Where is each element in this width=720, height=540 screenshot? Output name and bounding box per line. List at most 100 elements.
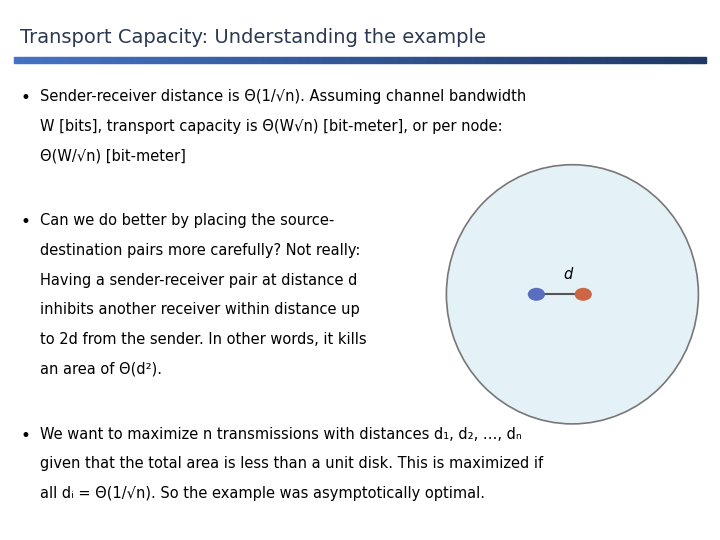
Bar bbox=[210, 57, 212, 63]
Bar bbox=[238, 57, 240, 63]
Bar bbox=[270, 57, 272, 63]
Bar bbox=[79, 57, 81, 63]
Bar bbox=[153, 57, 155, 63]
Bar bbox=[91, 57, 93, 63]
Bar bbox=[425, 57, 427, 63]
Bar bbox=[634, 57, 636, 63]
Bar bbox=[480, 57, 482, 63]
Bar bbox=[143, 57, 145, 63]
Bar bbox=[139, 57, 141, 63]
Bar bbox=[685, 57, 687, 63]
Bar bbox=[333, 57, 335, 63]
Bar bbox=[95, 57, 97, 63]
Bar bbox=[641, 57, 644, 63]
Bar bbox=[307, 57, 310, 63]
Bar bbox=[703, 57, 706, 63]
Bar bbox=[47, 57, 49, 63]
Bar bbox=[254, 57, 256, 63]
Bar bbox=[636, 57, 639, 63]
Bar bbox=[243, 57, 245, 63]
Bar bbox=[295, 57, 298, 63]
Bar bbox=[321, 57, 323, 63]
Bar bbox=[678, 57, 680, 63]
Bar bbox=[510, 57, 512, 63]
Bar bbox=[694, 57, 696, 63]
Bar bbox=[546, 57, 549, 63]
Bar bbox=[669, 57, 671, 63]
Bar bbox=[194, 57, 197, 63]
Bar bbox=[339, 57, 341, 63]
Bar bbox=[379, 57, 381, 63]
Bar bbox=[500, 57, 503, 63]
Bar bbox=[291, 57, 293, 63]
Bar bbox=[410, 57, 413, 63]
Bar bbox=[528, 57, 531, 63]
Bar bbox=[30, 57, 33, 63]
Bar bbox=[514, 57, 517, 63]
Bar bbox=[229, 57, 231, 63]
Bar bbox=[287, 57, 289, 63]
Bar bbox=[222, 57, 224, 63]
Bar bbox=[93, 57, 95, 63]
Bar bbox=[235, 57, 238, 63]
Bar bbox=[441, 57, 443, 63]
Bar bbox=[245, 57, 247, 63]
Bar bbox=[544, 57, 546, 63]
Bar bbox=[602, 57, 604, 63]
Bar bbox=[104, 57, 107, 63]
Bar bbox=[312, 57, 314, 63]
Text: Sender-receiver distance is Θ(1/√n). Assuming channel bandwidth: Sender-receiver distance is Θ(1/√n). Ass… bbox=[40, 89, 526, 104]
Bar bbox=[590, 57, 593, 63]
Bar bbox=[289, 57, 291, 63]
Bar bbox=[627, 57, 629, 63]
Bar bbox=[148, 57, 150, 63]
Bar bbox=[487, 57, 489, 63]
Bar bbox=[392, 57, 395, 63]
Bar bbox=[570, 57, 572, 63]
Bar bbox=[683, 57, 685, 63]
Bar bbox=[160, 57, 162, 63]
Bar bbox=[616, 57, 618, 63]
Bar bbox=[648, 57, 650, 63]
Bar bbox=[323, 57, 325, 63]
Bar bbox=[305, 57, 307, 63]
Bar bbox=[422, 57, 425, 63]
Bar bbox=[606, 57, 609, 63]
Bar bbox=[111, 57, 114, 63]
Bar bbox=[284, 57, 287, 63]
Bar bbox=[240, 57, 243, 63]
Bar bbox=[496, 57, 498, 63]
Bar bbox=[275, 57, 277, 63]
Bar bbox=[572, 57, 575, 63]
Bar bbox=[120, 57, 122, 63]
Bar bbox=[118, 57, 120, 63]
Bar bbox=[58, 57, 60, 63]
Bar bbox=[252, 57, 254, 63]
Bar bbox=[337, 57, 339, 63]
Bar bbox=[224, 57, 226, 63]
Bar bbox=[127, 57, 130, 63]
Bar bbox=[690, 57, 692, 63]
Bar bbox=[14, 57, 17, 63]
Bar bbox=[429, 57, 431, 63]
Bar bbox=[459, 57, 462, 63]
Bar bbox=[526, 57, 528, 63]
Text: Can we do better by placing the source-: Can we do better by placing the source- bbox=[40, 213, 334, 228]
Bar bbox=[49, 57, 51, 63]
Text: given that the total area is less than a unit disk. This is maximized if: given that the total area is less than a… bbox=[40, 456, 543, 471]
Bar bbox=[556, 57, 558, 63]
Bar bbox=[63, 57, 65, 63]
Bar bbox=[199, 57, 201, 63]
Text: d: d bbox=[564, 267, 572, 282]
Bar bbox=[671, 57, 673, 63]
Bar bbox=[623, 57, 625, 63]
Bar bbox=[408, 57, 410, 63]
Text: We want to maximize n transmissions with distances d₁, d₂, …, dₙ: We want to maximize n transmissions with… bbox=[40, 427, 521, 442]
Bar bbox=[621, 57, 623, 63]
Bar bbox=[588, 57, 590, 63]
Bar bbox=[231, 57, 233, 63]
Bar bbox=[302, 57, 305, 63]
Bar bbox=[374, 57, 376, 63]
Bar bbox=[162, 57, 164, 63]
Bar bbox=[145, 57, 148, 63]
